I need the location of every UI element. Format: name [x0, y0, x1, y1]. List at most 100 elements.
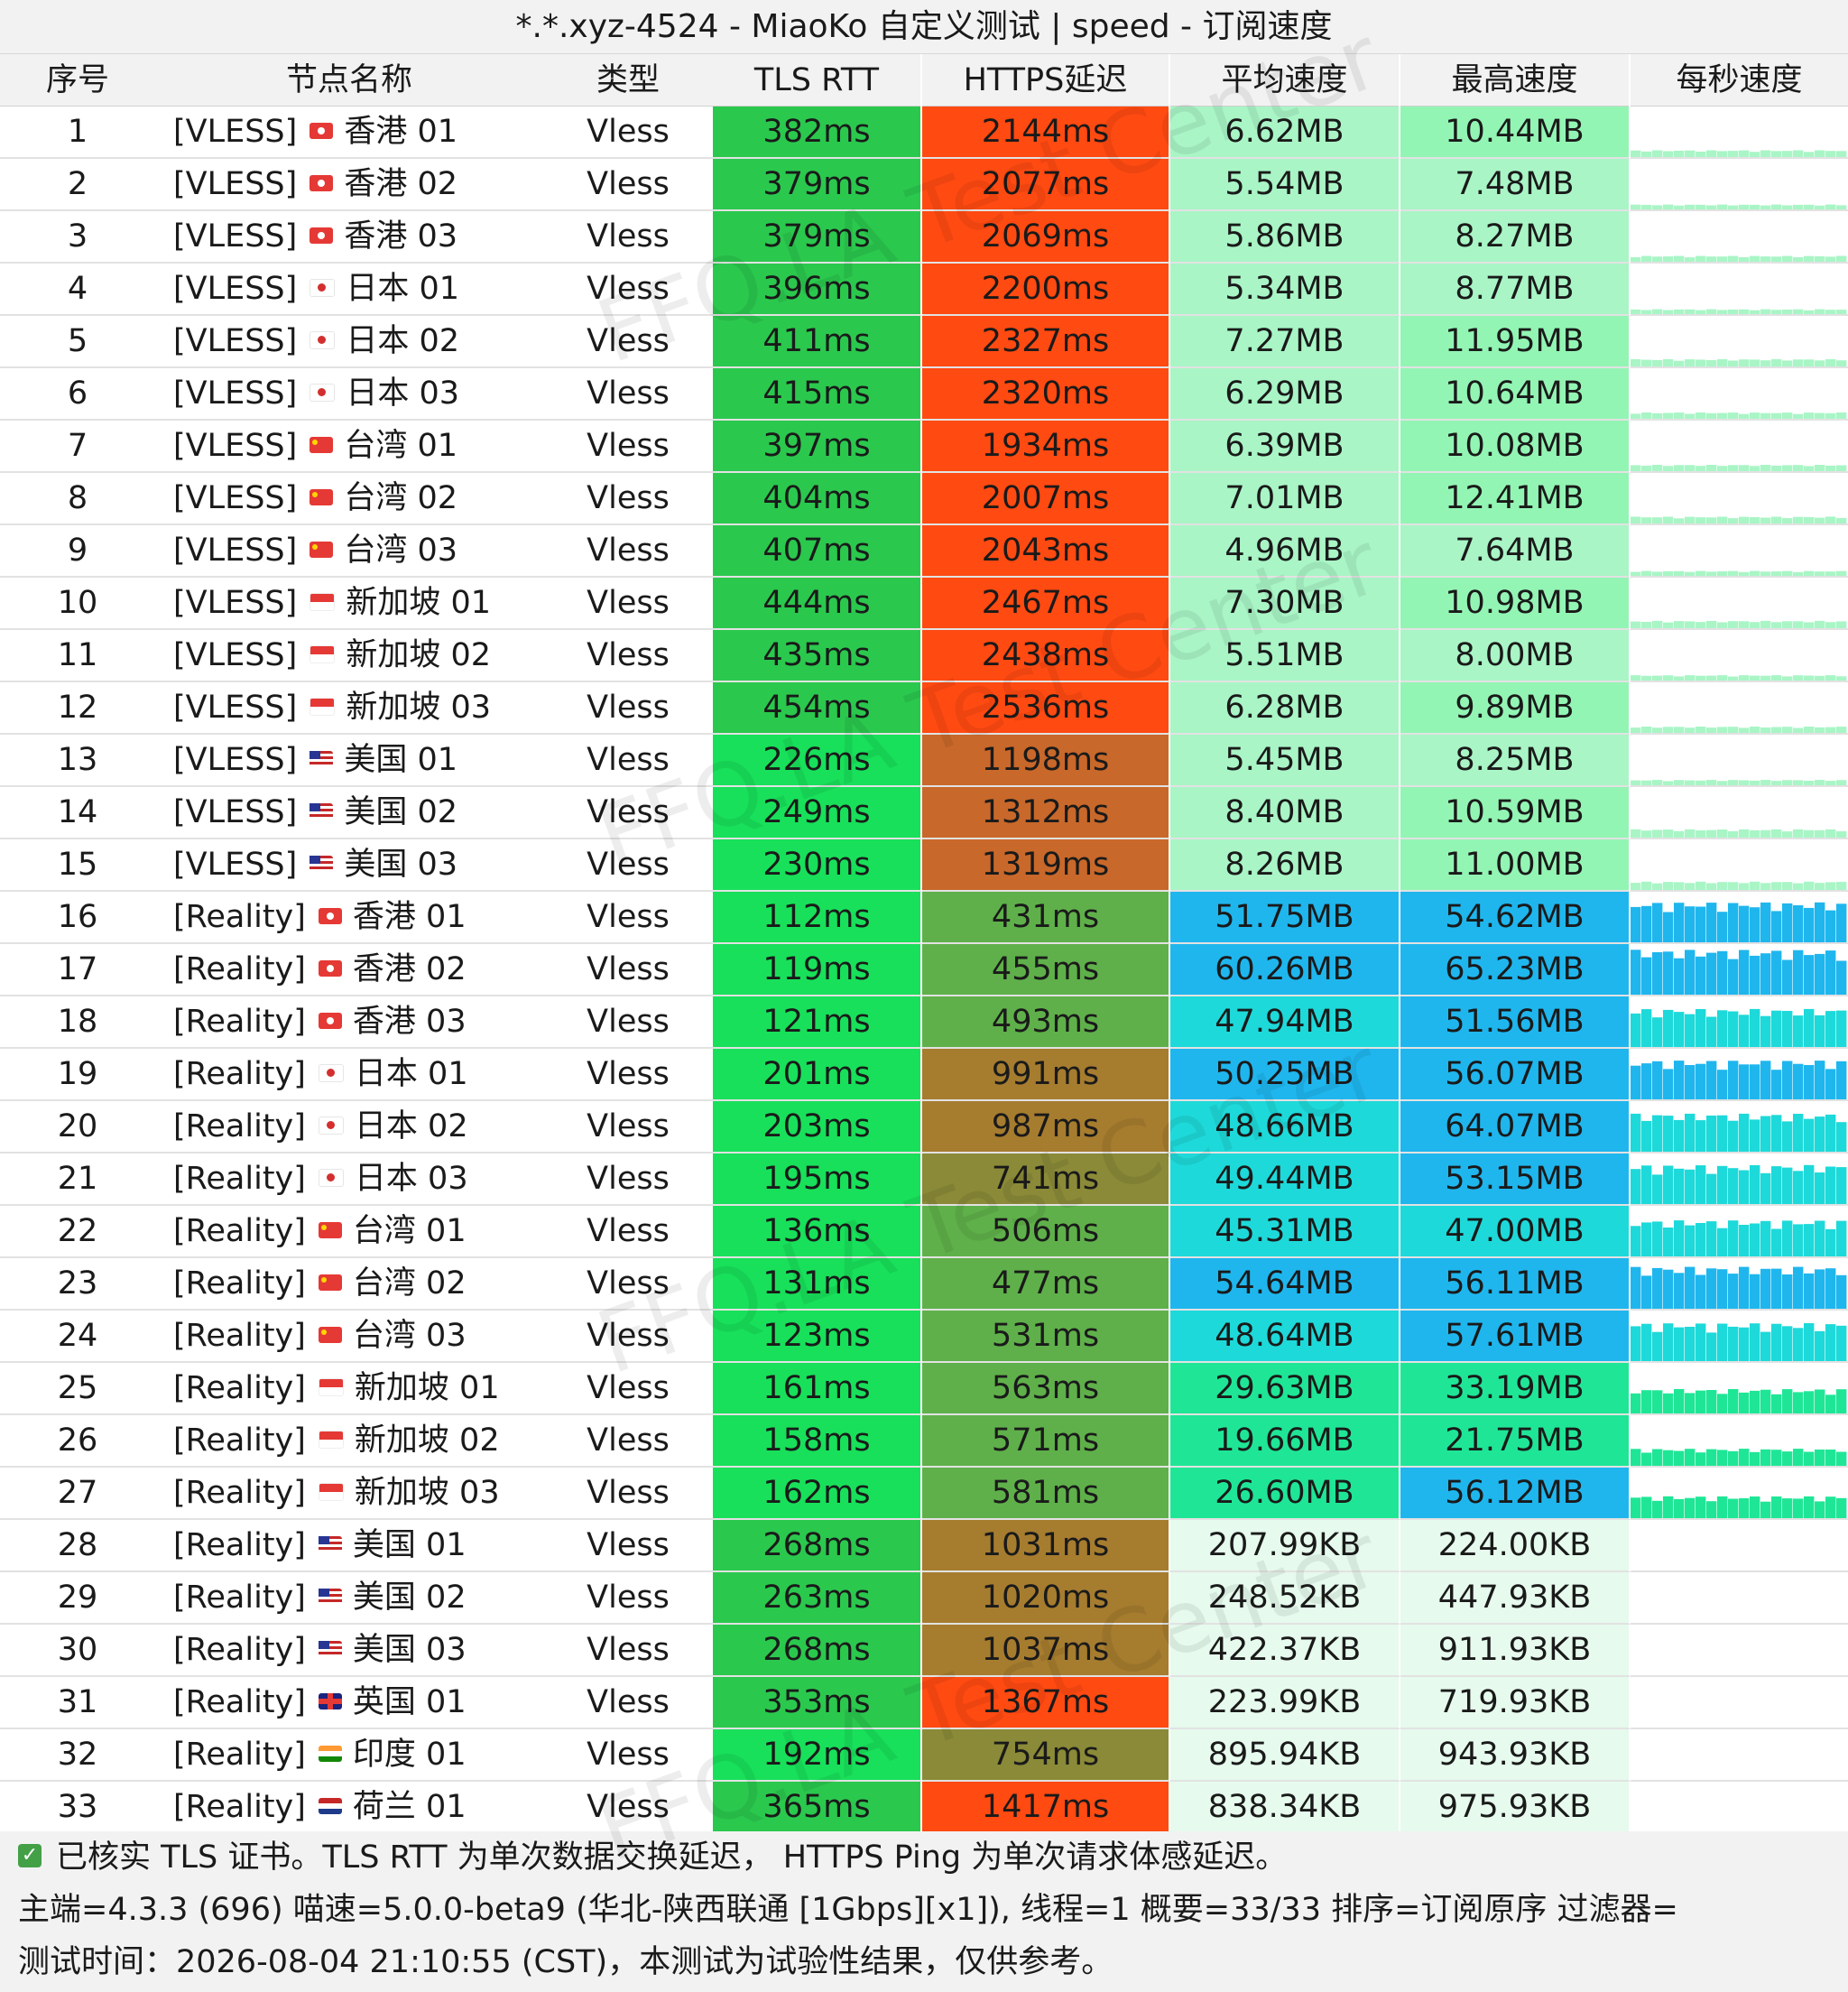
header-avg-speed: 平均速度: [1170, 54, 1400, 107]
sparkline-bar: [1717, 1070, 1728, 1099]
sparkline-bar: [1815, 727, 1825, 733]
avg-speed: 838.34KB: [1170, 1782, 1400, 1834]
sparkline-bar: [1663, 256, 1674, 262]
sparkline-bar: [1793, 359, 1804, 366]
table-row: 18 [Reality] 香港 03 Vless 121ms 493ms 47.94MB 51…: [0, 996, 1848, 1049]
node-region: 香港 02: [352, 951, 467, 987]
node-protocol: [Reality]: [173, 899, 306, 935]
node-type: Vless: [543, 839, 713, 892]
sparkline-bar: [1739, 359, 1750, 366]
sparkline-bar: [1631, 727, 1641, 733]
https-latency: 2438ms: [922, 630, 1170, 682]
node-protocol: [Reality]: [173, 1318, 306, 1354]
sparkline-bar: [1782, 1498, 1793, 1518]
sparkline-bar: [1652, 903, 1663, 942]
sparkline-bar: [1696, 1063, 1706, 1099]
sparkline-bar: [1652, 1267, 1663, 1309]
sparkline-bar: [1674, 412, 1685, 419]
sparkline-bar: [1641, 1120, 1652, 1152]
https-latency: 477ms: [922, 1258, 1170, 1311]
sparkline-bar: [1706, 150, 1717, 157]
sparkline-bar: [1717, 1323, 1728, 1361]
sparkline-bar: [1663, 310, 1674, 314]
sparkline-bar: [1652, 256, 1663, 262]
sparkline-bar: [1815, 1116, 1825, 1152]
sparkline-bar: [1685, 1266, 1696, 1309]
sparkline-bar: [1782, 831, 1793, 838]
sparkline-bar: [1815, 256, 1825, 262]
tls-rtt: 444ms: [713, 578, 922, 630]
sparkline-bar: [1652, 883, 1663, 890]
max-speed: 10.98MB: [1400, 578, 1631, 630]
https-latency: 1319ms: [922, 839, 1170, 892]
max-speed: 56.07MB: [1400, 1049, 1631, 1101]
https-latency: 1031ms: [922, 1520, 1170, 1572]
sparkline-bar: [1836, 151, 1847, 157]
sparkline-bar: [1782, 1220, 1793, 1256]
sparkline-bar: [1706, 727, 1717, 733]
tls-rtt: 404ms: [713, 473, 922, 525]
sparkline-bar: [1717, 1115, 1728, 1152]
sparkline-bar: [1825, 1496, 1836, 1518]
table-row: 3 [VLESS] 香港 03 Vless 379ms 2069ms 5.86MB 8.27M…: [0, 211, 1848, 264]
tls-rtt: 203ms: [713, 1101, 922, 1154]
sparkline-bar: [1836, 255, 1847, 262]
node-region: 印度 01: [352, 1737, 467, 1773]
sparkline-bar: [1685, 950, 1696, 995]
sparkline-bar: [1771, 256, 1782, 262]
sparkline-bar: [1696, 780, 1706, 785]
sparkline-bar: [1793, 309, 1804, 314]
sparkline-bar: [1674, 309, 1685, 314]
sparkline-bar: [1836, 360, 1847, 366]
hk-flag-icon: [318, 960, 342, 977]
https-latency: 987ms: [922, 1101, 1170, 1154]
node-region: 美国 03: [352, 1632, 467, 1668]
sparkline-bar: [1706, 675, 1717, 681]
node-type: Vless: [543, 1468, 713, 1520]
sparkline-chart: [1631, 570, 1847, 576]
window-title: *.*.xyz-4524 - MiaoKo 自定义测试 | speed - 订阅…: [0, 0, 1848, 54]
node-region: 香港 02: [344, 166, 457, 202]
sparkline-bar: [1815, 1061, 1825, 1099]
sparkline-bar: [1696, 517, 1706, 523]
node-protocol: [Reality]: [173, 1213, 306, 1249]
sparkline-bar: [1663, 829, 1674, 838]
sparkline-bar: [1728, 151, 1739, 157]
sparkline-chart: [1631, 255, 1847, 262]
per-second-speed-sparkline: [1631, 107, 1848, 159]
sparkline-bar: [1815, 412, 1825, 419]
row-index: 18: [0, 996, 155, 1049]
sparkline-bar: [1631, 309, 1641, 314]
sparkline-bar: [1804, 310, 1815, 314]
sparkline-bar: [1793, 256, 1804, 262]
sparkline-bar: [1652, 675, 1663, 681]
sparkline-bar: [1815, 1015, 1825, 1047]
sparkline-bar: [1750, 152, 1760, 157]
max-speed: 447.93KB: [1400, 1572, 1631, 1625]
node-region: 台湾 03: [344, 533, 457, 569]
sparkline-bar: [1793, 829, 1804, 838]
header-https-latency: HTTPS延迟: [922, 54, 1170, 107]
sparkline-bar: [1750, 1390, 1760, 1413]
sparkline-bar: [1696, 310, 1706, 314]
node-name: [Reality] 香港 03: [155, 996, 543, 1049]
max-speed: 975.93KB: [1400, 1782, 1631, 1834]
sparkline-bar: [1706, 256, 1717, 262]
sparkline-bar: [1728, 621, 1739, 628]
node-protocol: [Reality]: [173, 1265, 306, 1302]
sparkline-bar: [1674, 205, 1685, 209]
tls-rtt: 379ms: [713, 211, 922, 264]
sparkline-bar: [1728, 1061, 1739, 1099]
sparkline-bar: [1836, 1167, 1847, 1204]
tls-rtt: 268ms: [713, 1625, 922, 1677]
sparkline-bar: [1760, 465, 1771, 471]
node-protocol: [VLESS]: [173, 166, 298, 202]
sparkline-bar: [1804, 1065, 1815, 1099]
per-second-speed-sparkline: [1631, 1258, 1848, 1311]
sparkline-bar: [1663, 727, 1674, 733]
avg-speed: 26.60MB: [1170, 1468, 1400, 1520]
sparkline-bar: [1804, 1273, 1815, 1309]
sparkline-bar: [1793, 883, 1804, 890]
sparkline-bar: [1825, 310, 1836, 314]
node-type: Vless: [543, 316, 713, 368]
